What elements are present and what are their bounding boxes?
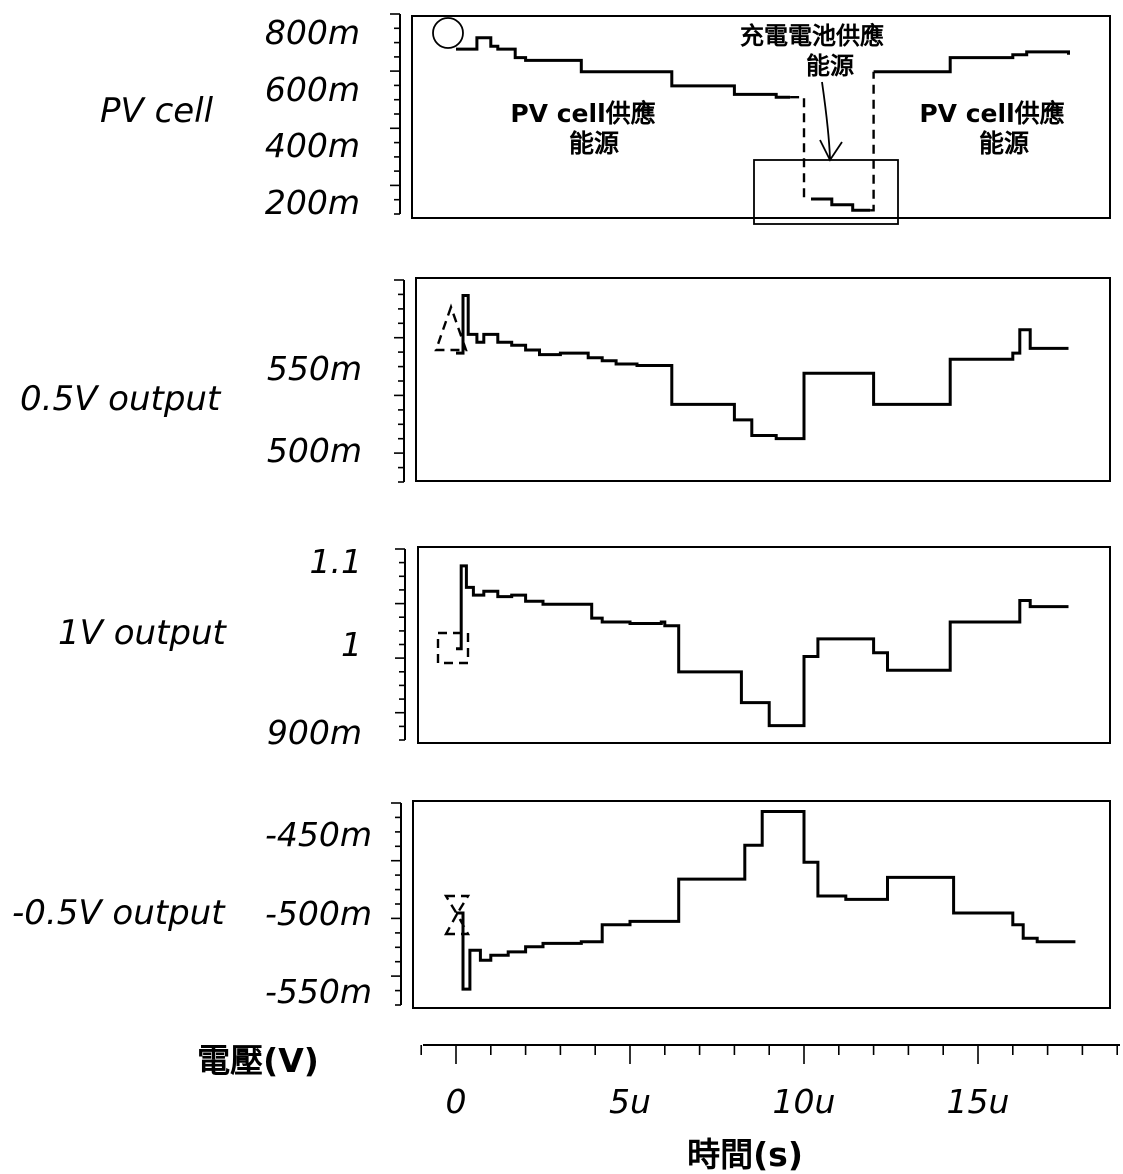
- half-volt-plot-frame: [415, 277, 1111, 482]
- panel-0-5v-output: 0.5V output 550m 500m: [20, 277, 1111, 483]
- pv-tick-label-800m: 800m: [265, 13, 360, 52]
- one-volt-tick-label-1: 1: [341, 625, 362, 664]
- time-axis-title: 時間(s): [687, 1135, 803, 1174]
- panel-1v-output: 1V output 1.1 1 900m: [58, 542, 1111, 752]
- neg-half-volt-tick-label-500m: -500m: [265, 894, 372, 933]
- half-volt-tick-label-500m: 500m: [267, 431, 362, 470]
- one-volt-plot-frame: [417, 546, 1111, 744]
- x-axis-tick-label: 15u: [947, 1082, 1010, 1121]
- one-volt-output-label: 1V output: [58, 613, 228, 653]
- neg-half-volt-plot-frame: [412, 800, 1111, 1009]
- battery-annotation-line2: 能源: [806, 52, 854, 80]
- neg-half-volt-tick-label-450m: -450m: [265, 815, 372, 854]
- neg-half-volt-tick-label-550m: -550m: [265, 972, 372, 1011]
- pv-tick-label-400m: 400m: [265, 126, 360, 165]
- neg-half-volt-hourglass-marker: [443, 894, 471, 936]
- pv-supply-right-line2: 能源: [979, 129, 1029, 158]
- pv-cell-dashed-drop: [790, 96, 806, 199]
- neg-half-volt-output-trace: [456, 810, 1076, 991]
- battery-arrow: [819, 81, 843, 162]
- voltage-y-axis-title: 電壓(V): [197, 1041, 319, 1080]
- time-axis: 0 5u 10u 15u 時間(s): [420, 1044, 1120, 1174]
- pv-cell-plot-frame: [411, 15, 1111, 219]
- pv-cell-y-ticks: [390, 13, 400, 215]
- pv-supply-right-line1: PV cell供應: [919, 99, 1064, 128]
- battery-zoom-box: [753, 159, 899, 225]
- one-volt-start-square: [436, 631, 470, 665]
- pv-start-marker-circle: [432, 17, 464, 49]
- one-volt-tick-label-900m: 900m: [267, 713, 362, 752]
- pv-supply-left-line2: 能源: [569, 129, 619, 158]
- half-volt-tick-label-550m: 550m: [267, 349, 362, 388]
- battery-annotation-line1: 充電電池供應: [740, 22, 884, 50]
- one-volt-output-trace: [456, 564, 1069, 728]
- half-volt-y-ticks: [394, 279, 404, 483]
- pv-cell-trace: [456, 36, 1070, 212]
- pv-cell-label: PV cell: [100, 91, 214, 131]
- x-axis-tick-label: 0: [446, 1082, 467, 1121]
- time-axis-tick-labels: 0 5u 10u 15u: [446, 1082, 1010, 1121]
- one-volt-y-ticks: [395, 548, 405, 741]
- one-volt-tick-label-1-1: 1.1: [310, 542, 362, 581]
- pv-cell-dashed-rise: [870, 71, 875, 212]
- x-axis-tick-label: 10u: [773, 1082, 836, 1121]
- x-axis-tick-label: 5u: [609, 1082, 651, 1121]
- half-volt-start-triangle: [434, 303, 468, 352]
- panel-pv-cell: PV cell 800m 600m 400m 200m 充電電池供應 能源 PV…: [100, 13, 1111, 225]
- pv-supply-left-line1: PV cell供應: [510, 99, 655, 128]
- neg-half-volt-output-label: -0.5V output: [12, 893, 226, 933]
- neg-half-volt-y-ticks: [391, 802, 401, 1006]
- panel-neg-0-5v-output: -0.5V output -450m -500m -550m: [12, 800, 1111, 1011]
- half-volt-output-trace: [456, 294, 1069, 441]
- time-axis-ticks: [420, 1045, 1118, 1064]
- half-volt-output-label: 0.5V output: [20, 379, 222, 419]
- pv-tick-label-600m: 600m: [265, 70, 360, 109]
- pv-tick-label-200m: 200m: [265, 183, 360, 222]
